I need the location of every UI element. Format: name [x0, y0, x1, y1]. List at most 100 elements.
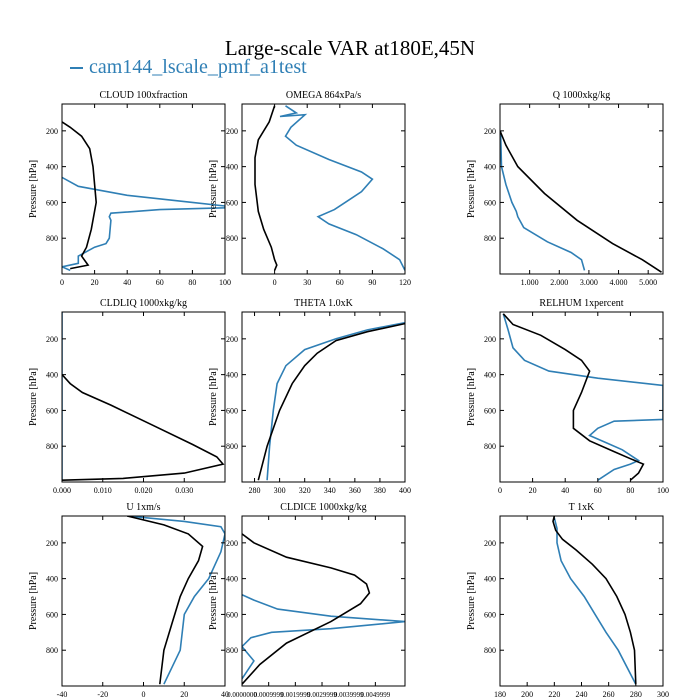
series-line [127, 516, 204, 685]
y-tick-label: 800 [46, 234, 58, 243]
x-tick-label: 0.0019999 [280, 691, 310, 699]
panel-5: THETA 1.0xK Pressure [hPa] 200 400 600 800 280… [208, 298, 411, 495]
panel-title: RELHUM 1xpercent [539, 298, 623, 309]
y-axis-label: Pressure [hPa] [208, 572, 219, 630]
y-tick-label: 800 [484, 234, 496, 243]
y-tick-label: 600 [226, 198, 238, 207]
x-tick-label: 260 [603, 690, 615, 699]
panel-3: Q 1000xkg/kg Pressure [hPa] 200 400 600 800 1.… [466, 90, 664, 287]
y-tick-label: 200 [46, 127, 58, 136]
series-line [552, 516, 637, 685]
panel-title: U 1xm/s [126, 502, 160, 513]
plot-frame [61, 103, 226, 275]
series-line [279, 105, 405, 271]
y-axis-label: Pressure [hPa] [28, 368, 39, 426]
y-tick-label: 600 [484, 610, 496, 619]
x-tick-label: 20 [180, 690, 188, 699]
y-tick-label: 800 [46, 442, 58, 451]
x-tick-label: 0.0000000 [227, 691, 257, 699]
x-tick-label: 100 [219, 278, 231, 287]
y-tick-label: 800 [226, 442, 238, 451]
series-line [500, 130, 586, 271]
x-tick-label: 120 [399, 278, 411, 287]
y-tick-label: 200 [226, 127, 238, 136]
x-tick-label: 0.0039999 [334, 691, 364, 699]
series-line [62, 176, 225, 272]
x-tick-label: 0.0029999 [307, 691, 337, 699]
y-tick-label: 400 [46, 575, 58, 584]
series-line [266, 321, 405, 481]
panel-title: CLOUD 100xfraction [99, 90, 187, 101]
panel-title: CLDICE 1000xkg/kg [280, 502, 366, 513]
x-tick-label: 60 [594, 486, 602, 495]
x-tick-label: 0.0049999 [360, 691, 390, 699]
x-tick-label: 0.0009999 [254, 691, 284, 699]
panel-7: U 1xm/s Pressure [hPa] 200 400 600 800 -40 -20 0… [28, 502, 229, 699]
y-tick-label: 800 [226, 234, 238, 243]
series-line [254, 105, 278, 271]
x-tick-label: 90 [368, 278, 376, 287]
x-tick-label: 280 [630, 690, 642, 699]
x-tick-label: 80 [626, 486, 634, 495]
y-axis-label: Pressure [hPa] [466, 368, 477, 426]
panel-8: CLDICE 1000xkg/kg Pressure [hPa] 200 400 600… [208, 502, 406, 699]
series-line [242, 533, 371, 685]
y-tick-label: 200 [484, 127, 496, 136]
panel-title: T 1xK [569, 502, 595, 513]
x-tick-label: 100 [657, 486, 669, 495]
x-tick-label: 180 [494, 690, 506, 699]
x-tick-label: 320 [299, 486, 311, 495]
panel-4: CLDLIQ 1000xkg/kg Pressure [hPa] 200 400 600… [28, 298, 226, 495]
x-tick-label: 0 [273, 278, 277, 287]
legend-label: cam144_lscale_pmf_a1test [89, 56, 307, 78]
panel-title: Q 1000xkg/kg [553, 90, 611, 101]
y-axis-label: Pressure [hPa] [28, 160, 39, 218]
y-tick-label: 800 [46, 646, 58, 655]
series-line [502, 313, 645, 481]
y-axis-label: Pressure [hPa] [208, 368, 219, 426]
x-tick-label: 0.030 [175, 486, 193, 495]
x-tick-label: 20 [529, 486, 537, 495]
y-tick-label: 400 [46, 163, 58, 172]
y-tick-label: 600 [46, 610, 58, 619]
series-line [502, 313, 663, 481]
x-tick-label: 360 [349, 486, 361, 495]
y-tick-label: 200 [46, 539, 58, 548]
series-line [500, 130, 662, 273]
y-tick-label: 400 [226, 371, 238, 380]
figure-title: Large-scale VAR at180E,45N [224, 36, 476, 60]
y-axis-label: Pressure [hPa] [208, 160, 219, 218]
plot-frame [61, 311, 226, 483]
x-tick-label: 2.000 [550, 278, 568, 287]
x-tick-label: 380 [374, 486, 386, 495]
y-tick-label: 400 [226, 575, 238, 584]
x-tick-label: 400 [399, 486, 411, 495]
plot-frame [241, 515, 406, 687]
y-tick-label: 200 [46, 335, 58, 344]
y-axis-label: Pressure [hPa] [466, 572, 477, 630]
plot-frame [499, 515, 664, 687]
series-line [242, 593, 405, 680]
x-tick-label: 0 [498, 486, 502, 495]
x-tick-label: 80 [188, 278, 196, 287]
plot-frame [241, 103, 406, 275]
x-tick-label: -20 [97, 690, 108, 699]
series-line [257, 322, 405, 481]
x-tick-label: 30 [303, 278, 311, 287]
series-line [127, 516, 225, 685]
series-line [62, 121, 98, 270]
x-tick-label: 20 [91, 278, 99, 287]
y-tick-label: 400 [484, 163, 496, 172]
y-tick-label: 800 [484, 646, 496, 655]
panel-title: CLDLIQ 1000xkg/kg [100, 298, 187, 309]
y-tick-label: 600 [226, 406, 238, 415]
x-tick-label: 300 [657, 690, 669, 699]
panel-9: T 1xK Pressure [hPa] 200 400 600 800 180 200 220… [466, 502, 669, 699]
x-tick-label: 40 [221, 690, 229, 699]
y-axis-label: Pressure [hPa] [28, 572, 39, 630]
y-tick-label: 400 [484, 575, 496, 584]
y-axis-label: Pressure [hPa] [466, 160, 477, 218]
y-tick-label: 200 [226, 539, 238, 548]
